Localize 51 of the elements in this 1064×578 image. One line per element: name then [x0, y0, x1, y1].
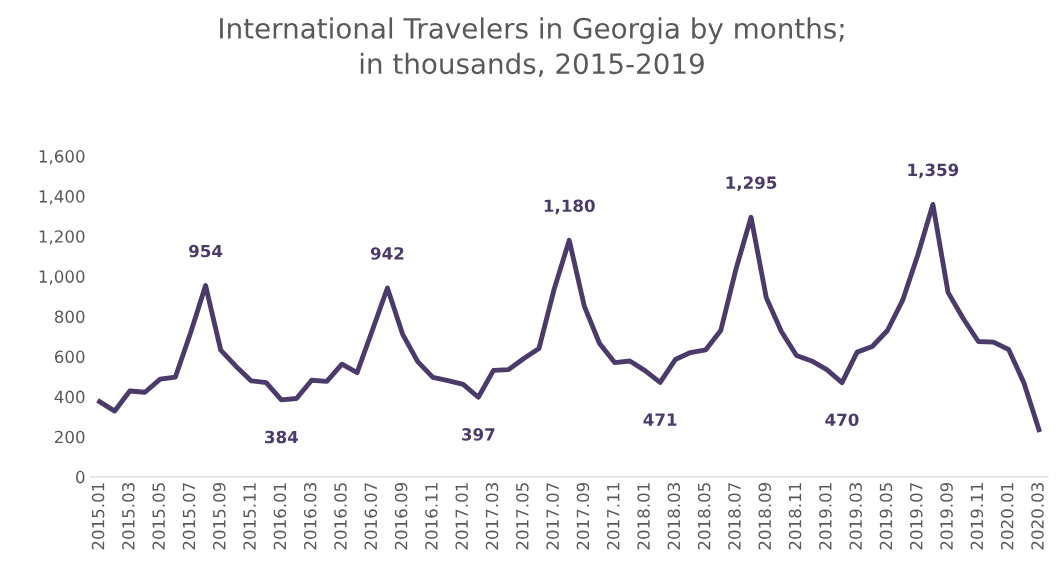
x-tick-label: 2016.05	[334, 483, 347, 550]
x-tick-label: 2017.05	[516, 483, 529, 550]
data-label: 470	[825, 413, 859, 427]
y-tick-label: 1,400	[39, 190, 85, 205]
x-tick-label: 2020.03	[1031, 483, 1044, 550]
x-tick-label: 2018.07	[728, 483, 741, 550]
x-tick-label: 2016.11	[425, 483, 438, 550]
x-tick-label: 2016.07	[364, 483, 378, 550]
y-tick-label: 1,000	[39, 270, 85, 285]
y-tick-label: 1,200	[39, 230, 85, 245]
x-tick-label: 2017.03	[485, 483, 499, 550]
chart-title: International Travelers in Georgia by months; in thousands, 2015-2019	[220, 17, 844, 77]
x-tick-label: 2017.09	[576, 482, 590, 550]
data-label: 1,359	[908, 163, 959, 179]
x-tick-label: 2016.09	[394, 482, 408, 550]
x-tick-label: 2015.09	[212, 482, 226, 550]
x-tick-label: 2015.05	[152, 483, 165, 550]
y-tick-label: 400	[54, 390, 85, 404]
x-tick-label: 2016.03	[303, 483, 317, 550]
y-tick-label: 200	[54, 430, 85, 444]
x-tick-label: 2019.09	[940, 482, 953, 550]
x-tick-label: 2017.07	[546, 483, 559, 550]
x-tick-label: 2018.11	[788, 483, 802, 550]
data-label: 942	[370, 247, 404, 260]
x-tick-label: 2015.07	[182, 483, 196, 550]
x-tick-label: 2019.11	[970, 483, 984, 550]
data-label: 397	[462, 428, 495, 441]
x-tick-label: 2016.01	[273, 483, 287, 550]
data-label: 1,295	[726, 176, 777, 192]
x-tick-label: 2019.07	[909, 483, 923, 550]
y-tick-label: 600	[54, 350, 85, 364]
x-tick-label: 2015.01	[91, 483, 105, 550]
data-label: 384	[265, 430, 298, 444]
y-tick-label: 1,600	[39, 150, 85, 165]
x-tick-label: 2020.01	[1000, 483, 1014, 550]
y-tick-label: 800	[54, 310, 85, 324]
data-label: 1,180	[544, 199, 595, 215]
data-label: 471	[643, 413, 677, 426]
x-tick-label: 2019.01	[819, 483, 832, 550]
x-tick-label: 2019.05	[879, 483, 893, 550]
x-tick-label: 2019.03	[849, 483, 862, 550]
x-tick-label: 2015.03	[122, 483, 135, 550]
x-tick-label: 2018.05	[697, 483, 711, 550]
x-tick-label: 2018.01	[637, 483, 650, 550]
x-tick-label: 2017.01	[455, 483, 469, 550]
x-tick-label: 2015.11	[243, 483, 256, 550]
x-tick-label: 2017.11	[606, 483, 620, 550]
data-label: 954	[189, 244, 223, 258]
x-tick-label: 2018.09	[758, 482, 772, 550]
x-tick-label: 2018.03	[667, 483, 681, 550]
y-tick-label: 0	[76, 470, 85, 484]
